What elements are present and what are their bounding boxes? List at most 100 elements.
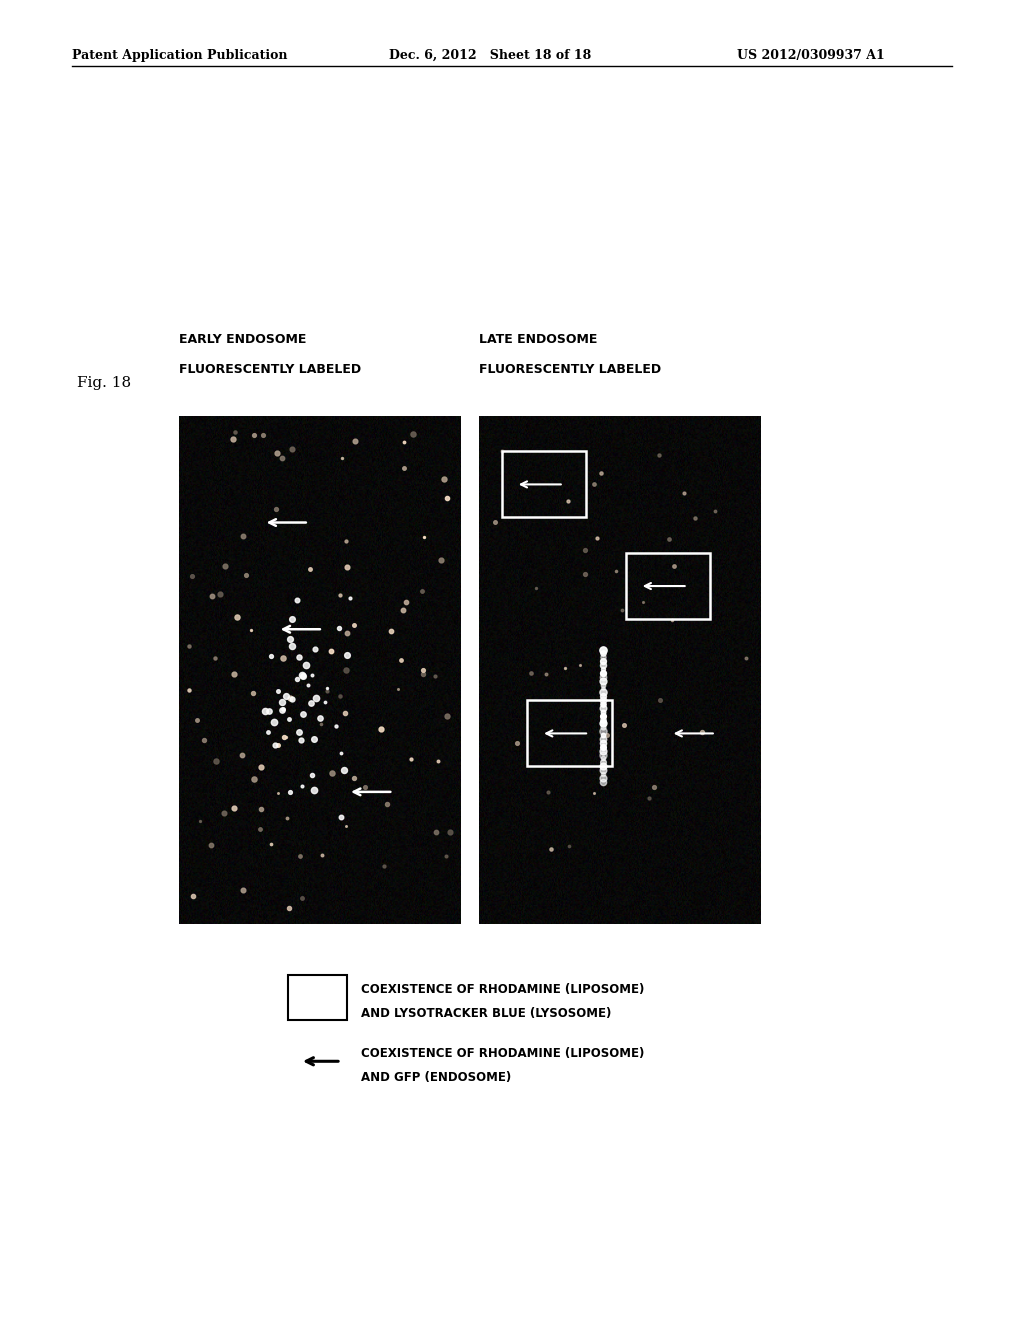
Point [312,708,329,729]
Point [346,614,362,635]
Point [577,564,593,585]
Text: LATE ENDOSOME: LATE ENDOSOME [479,333,598,346]
Point [433,549,450,570]
Point [274,692,291,713]
Point [266,735,283,756]
Point [540,781,556,803]
Point [319,680,336,701]
Text: FLUORESCENTLY LABELED: FLUORESCENTLY LABELED [179,363,361,376]
Point [339,644,355,665]
Text: EARLY ENDOSOME: EARLY ENDOSOME [179,333,306,346]
Point [396,457,413,478]
Point [595,701,611,722]
Point [236,879,252,900]
Point [339,556,355,577]
Point [595,741,611,762]
Point [595,689,611,710]
Point [291,721,307,742]
Point [226,797,243,818]
Point [289,669,305,690]
Point [265,711,282,733]
Point [595,675,611,696]
Point [595,639,611,660]
Point [234,525,251,546]
Point [339,622,355,643]
Point [437,846,454,867]
Point [379,793,395,814]
Text: COEXISTENCE OF RHODAMINE (LIPOSOME): COEXISTENCE OF RHODAMINE (LIPOSOME) [361,1047,645,1060]
Text: Patent Application Publication: Patent Application Publication [72,49,287,62]
Point [314,843,331,865]
Point [544,838,560,859]
Point [336,702,352,723]
Point [427,665,443,686]
Point [217,556,233,577]
Point [346,767,362,788]
Point [595,771,611,792]
Point [616,714,633,735]
Point [338,659,354,680]
Point [398,591,415,612]
Point [255,424,271,445]
Point [561,836,578,857]
Point [595,751,611,772]
Bar [502,451,586,517]
Point [595,663,611,684]
Point [282,688,298,709]
Point [694,722,711,743]
Point [430,750,446,771]
Point [253,756,269,777]
Point [595,767,611,788]
Point [392,649,409,671]
Bar [527,701,611,767]
Point [357,776,374,797]
Point [262,834,279,855]
Point [586,781,602,803]
Point [414,581,430,602]
Point [273,447,290,469]
Point [578,540,594,561]
Point [595,705,611,726]
Point [183,566,200,587]
Point [347,430,364,451]
Point [281,898,297,919]
Point [270,681,287,702]
Point [324,640,340,661]
Point [595,651,611,672]
Point [415,663,431,684]
Point [595,725,611,746]
Point [527,578,544,599]
Point [268,498,285,519]
Text: COEXISTENCE OF RHODAMINE (LIPOSOME): COEXISTENCE OF RHODAMINE (LIPOSOME) [361,983,645,997]
Point [294,887,310,908]
Point [595,709,611,730]
Point [686,508,702,529]
Point [297,655,313,676]
Point [316,692,333,713]
Point [383,620,399,642]
Point [333,742,349,763]
Point [595,697,611,718]
Point [191,810,208,832]
Point [331,618,347,639]
Point [273,700,290,721]
Point [336,759,352,780]
Point [328,715,344,737]
Point [280,808,296,829]
Point [282,628,298,649]
Point [589,528,605,549]
Point [595,693,611,714]
Point [538,663,554,684]
Point [203,834,219,855]
Text: FLUORESCENTLY LABELED: FLUORESCENTLY LABELED [479,363,662,376]
Point [305,729,322,750]
Point [338,531,354,552]
Point [293,730,309,751]
Point [509,733,525,754]
Point [652,690,669,711]
Point [295,665,311,686]
Point [556,657,572,678]
Point [284,689,300,710]
Point [403,748,420,770]
Point [614,599,631,620]
